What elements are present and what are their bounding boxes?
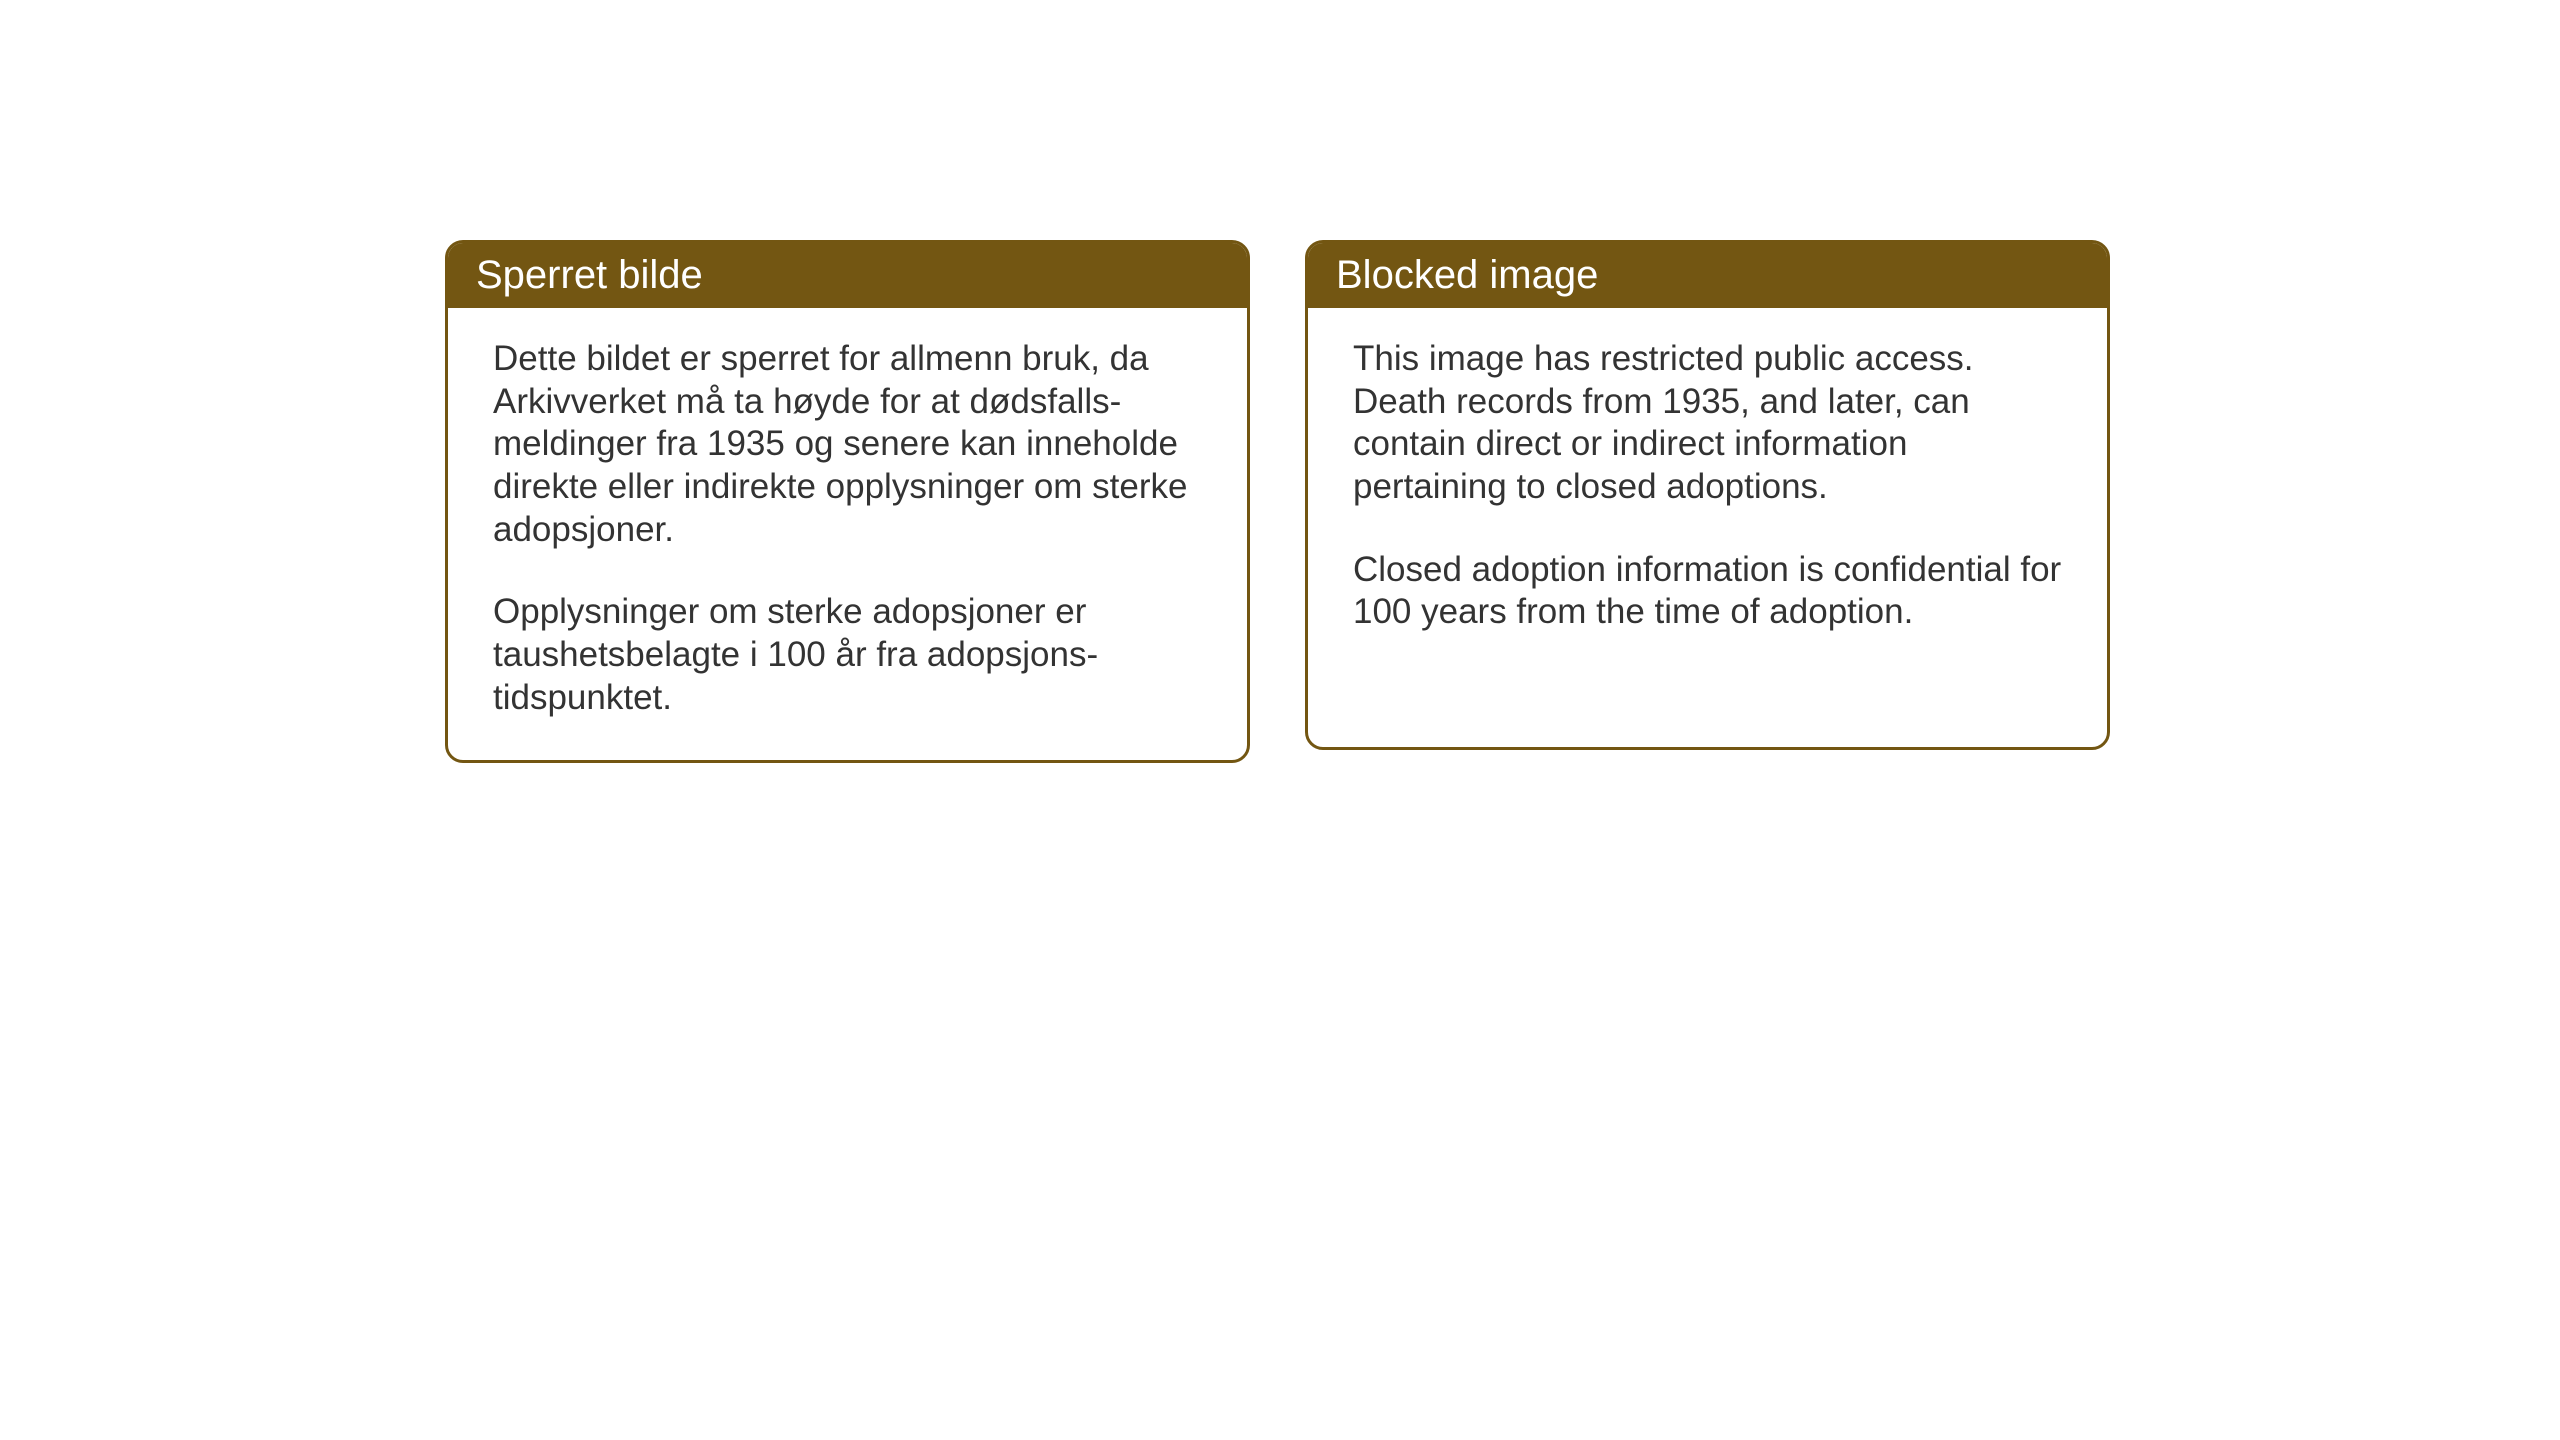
notice-card-norwegian: Sperret bilde Dette bildet er sperret fo… xyxy=(445,240,1250,763)
notice-header-english: Blocked image xyxy=(1308,243,2107,308)
notice-body-norwegian: Dette bildet er sperret for allmenn bruk… xyxy=(448,308,1247,760)
notice-body-english: This image has restricted public access.… xyxy=(1308,308,2107,674)
notice-paragraph: Dette bildet er sperret for allmenn bruk… xyxy=(493,338,1202,551)
notice-paragraph: Opplysninger om sterke adopsjoner er tau… xyxy=(493,591,1202,719)
notice-header-norwegian: Sperret bilde xyxy=(448,243,1247,308)
notice-paragraph: Closed adoption information is confident… xyxy=(1353,549,2062,634)
notice-card-english: Blocked image This image has restricted … xyxy=(1305,240,2110,750)
notice-paragraph: This image has restricted public access.… xyxy=(1353,338,2062,509)
notice-container: Sperret bilde Dette bildet er sperret fo… xyxy=(445,240,2110,763)
